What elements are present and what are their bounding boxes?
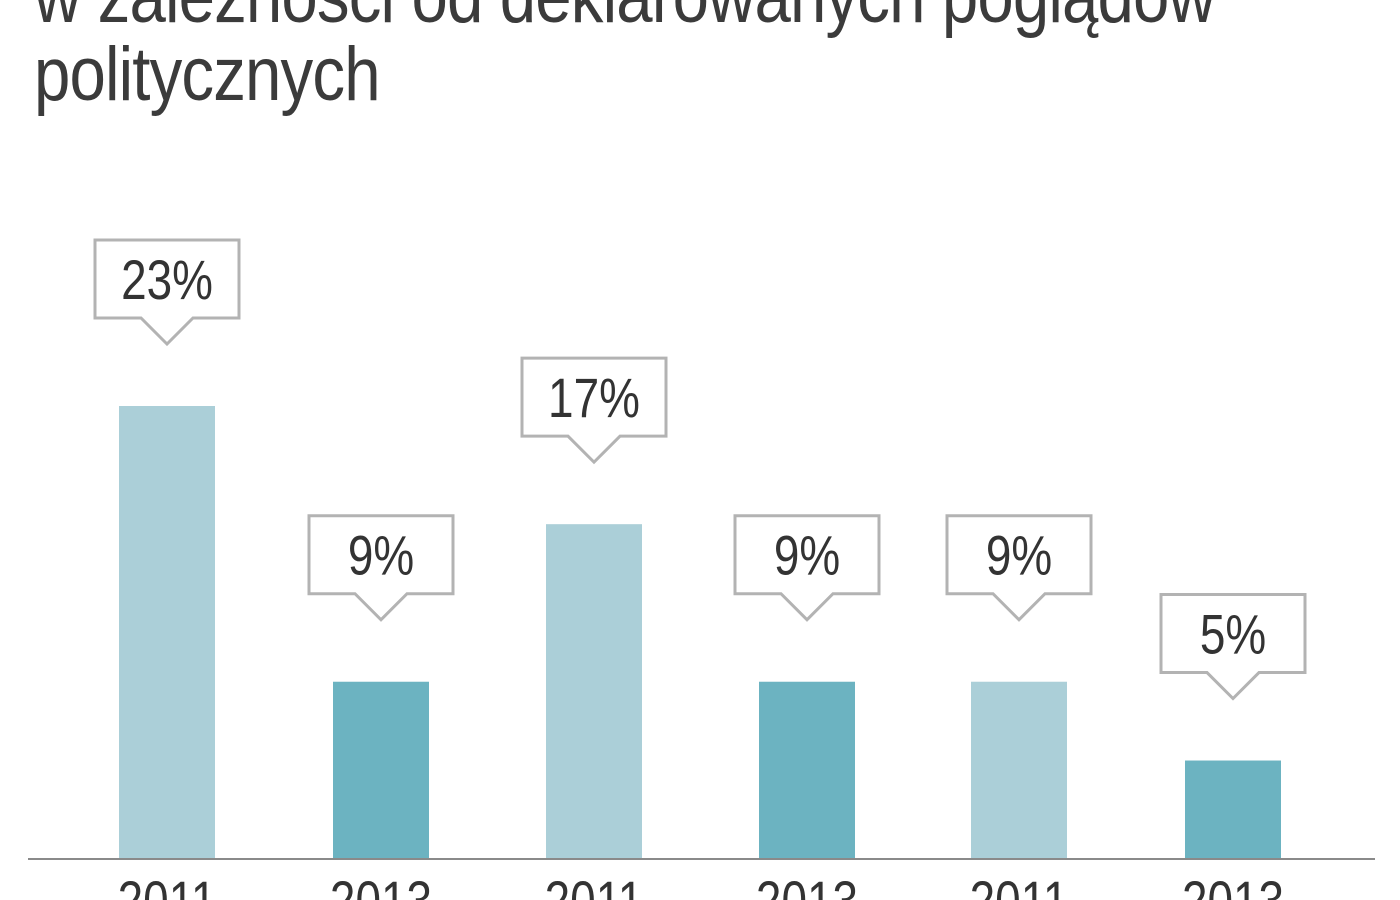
callout-box-3 xyxy=(520,356,668,465)
x-tick-label-4: 2013 xyxy=(756,870,858,900)
data-label-3: 17% xyxy=(548,367,640,429)
bar-6 xyxy=(1185,760,1281,859)
callout-box-5 xyxy=(945,514,1093,622)
data-label-4: 9% xyxy=(774,524,840,586)
chart-title-line-2: politycznych xyxy=(34,32,381,117)
data-label-6: 5% xyxy=(1200,603,1266,665)
data-label-5: 9% xyxy=(986,524,1052,586)
x-tick-label-1: 2011 xyxy=(118,870,217,900)
bar-5 xyxy=(971,681,1067,859)
bars-group xyxy=(119,406,1281,859)
bar-1 xyxy=(119,406,215,859)
chart-title: w zależności od deklarowanych poglądów p… xyxy=(34,0,1216,117)
bar-2 xyxy=(333,681,429,859)
callout-box-1 xyxy=(93,238,241,347)
x-tick-label-3: 2011 xyxy=(545,870,644,900)
x-tick-labels: 2011 2013 2011 2013 2011 2013 xyxy=(118,870,1284,900)
x-tick-label-6: 2013 xyxy=(1182,870,1284,900)
chart-title-line-1: w zależności od deklarowanych poglądów xyxy=(34,0,1216,36)
x-tick-label-5: 2011 xyxy=(970,870,1069,900)
bar-4 xyxy=(759,681,855,859)
x-tick-label-2: 2013 xyxy=(330,870,432,900)
callout-box-2 xyxy=(307,514,455,622)
callout-box-4 xyxy=(733,514,881,622)
callouts-group: 23% 9% 17% 9% 9% 5% xyxy=(93,238,1307,701)
data-label-1: 23% xyxy=(121,249,213,311)
data-label-2: 9% xyxy=(348,524,414,586)
callout-box-6 xyxy=(1159,593,1307,701)
bar-3 xyxy=(546,524,642,859)
